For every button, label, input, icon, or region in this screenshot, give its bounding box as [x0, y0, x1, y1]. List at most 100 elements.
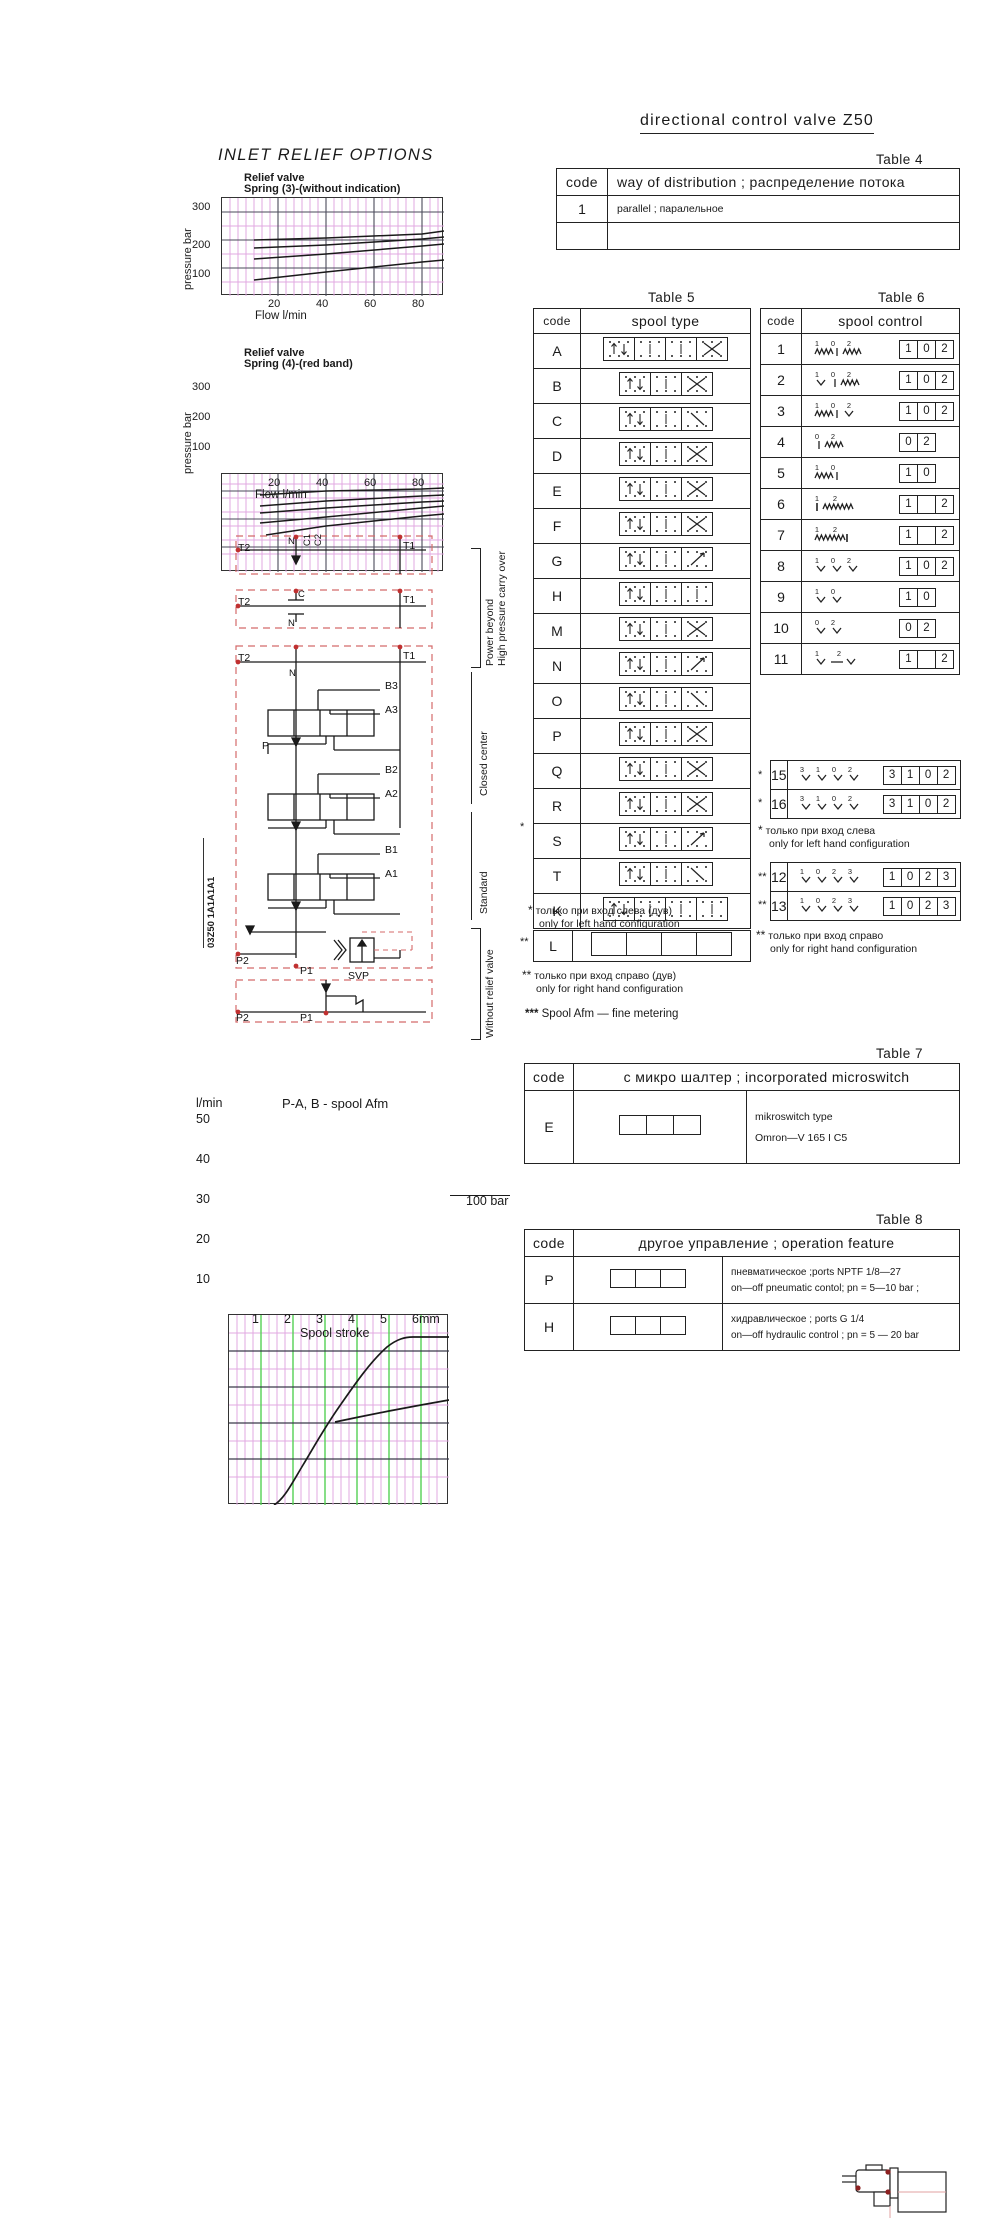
table5-note-l-line1: только при вход справо (дув)	[534, 970, 677, 982]
table5-row[interactable]: P	[533, 718, 751, 754]
spool-cell	[651, 723, 682, 745]
table5-row-code: A	[533, 333, 581, 369]
position-cell: 1	[884, 897, 902, 915]
table5-row[interactable]: T	[533, 858, 751, 894]
svg-text:3: 3	[847, 867, 851, 876]
table5-row[interactable]: G	[533, 543, 751, 579]
spool-cell	[651, 373, 682, 395]
table8-row-p-text: пневматическое ;ports NPTF 1/8—27 on—off…	[722, 1256, 960, 1304]
svg-text:2: 2	[847, 556, 851, 565]
spool-symbol-C	[618, 407, 713, 431]
table4-row[interactable]: 1 parallel ; паралельное	[556, 195, 960, 223]
table5-row-symbol	[580, 438, 751, 474]
port-label-c-b: C	[298, 589, 305, 600]
table6-note-left-line1: только при вход слева	[765, 825, 876, 837]
port-label-t2-b: T2	[238, 596, 251, 608]
table5-row-l[interactable]: L	[533, 930, 751, 962]
table6-group-row-mark: **	[758, 899, 767, 911]
table5-row[interactable]: A	[533, 333, 751, 369]
svg-text:1: 1	[815, 401, 819, 410]
chart2-x-axis-label: Flow l/min	[255, 489, 307, 501]
position-cell: 2	[920, 897, 938, 915]
bracket-without-relief	[471, 928, 481, 1040]
table5-row-code: T	[533, 858, 581, 894]
table6-header-row: code spool control	[760, 308, 960, 334]
table5-row[interactable]: N	[533, 648, 751, 684]
position-cell: 0	[920, 766, 938, 784]
table7-header-code: code	[524, 1063, 574, 1091]
table6-row-code: 11	[760, 643, 802, 675]
table5-row[interactable]: D	[533, 438, 751, 474]
position-cell: 2	[920, 868, 938, 886]
table6-group-row-code: 12	[770, 862, 788, 892]
position-cell: 3	[942, 899, 950, 912]
table5-row-code: D	[533, 438, 581, 474]
position-cell	[918, 650, 936, 668]
table8-header-row: code другое управление ; operation featu…	[524, 1229, 960, 1257]
table6-group-row[interactable]: 13 1 0 2 3 1 0 2 3	[770, 891, 961, 921]
chart2-caption-line1: Relief valve	[244, 347, 305, 359]
table5-note-k-line1: только при вход слева (дув)	[535, 905, 673, 917]
chart1-xtick-40: 40	[316, 298, 329, 310]
table6-group-row[interactable]: 12 1 0 2 3 1 0 2 3	[770, 862, 961, 892]
table7: code с микро шалтер ; incorporated micro…	[524, 1063, 960, 2218]
svg-text:2: 2	[831, 432, 835, 441]
microswitch-valve-symbol	[619, 1115, 701, 1135]
spool-cell	[682, 408, 712, 430]
spool-symbol-M	[618, 617, 713, 641]
table5-row[interactable]: M	[533, 613, 751, 649]
port-label-svp: SVP	[348, 970, 370, 982]
chart2-ytick-300: 300	[192, 381, 211, 393]
spool-chart-ytick-40: 40	[196, 1152, 210, 1166]
table6-row[interactable]: 11 1 2 1 2	[760, 643, 960, 675]
table7-row[interactable]: E mikroswitch type Omron—V 165 I C5	[524, 1090, 960, 2218]
port-label-t1-a: T1	[403, 540, 416, 552]
spool-cell	[682, 443, 712, 465]
table5-row-code: G	[533, 543, 581, 579]
table8: code другое управление ; operation featu…	[524, 1229, 960, 1351]
table4-row-desc-empty	[607, 222, 960, 250]
spool-cell	[682, 758, 712, 780]
table5-row[interactable]: O	[533, 683, 751, 719]
table5-row[interactable]: C	[533, 403, 751, 439]
position-cell: 2	[941, 404, 948, 417]
chart1-xtick-20: 20	[268, 298, 281, 310]
annotation-leader-line	[450, 1195, 510, 1197]
spool-stroke-chart	[228, 1314, 449, 1505]
table6-group-row[interactable]: 16 3 1 0 2 3 1 0 2	[770, 789, 961, 819]
table6-row-code: 3	[760, 395, 802, 427]
table8-row-h-text: хидравлическое ; ports G 1/4 on—off hydr…	[722, 1303, 960, 1351]
table5-row[interactable]: H	[533, 578, 751, 614]
position-cell: 1	[900, 371, 918, 389]
table6-row[interactable]: 10 0 2 0 2	[760, 612, 960, 644]
table5-row[interactable]: R	[533, 788, 751, 824]
table5-row[interactable]: E	[533, 473, 751, 509]
port-label-t2-c: T2	[238, 652, 251, 664]
table8-row-p[interactable]: P пневматическое ;ports NPTF 1/8—27 on—o…	[524, 1256, 960, 1304]
table5-row[interactable]: S	[533, 823, 751, 859]
position-cell: 0	[902, 897, 920, 915]
table6-group-row-mark: *	[758, 797, 763, 809]
table8-row-h[interactable]: H хидравлическое ; ports G 1/4 on—off hy…	[524, 1303, 960, 1351]
table6-group-row[interactable]: 15 3 1 0 2 3 1 0 2	[770, 760, 961, 790]
table4-row-empty[interactable]	[556, 222, 960, 250]
table5-row[interactable]: Q	[533, 753, 751, 789]
table5-row[interactable]: F	[533, 508, 751, 544]
table5-row[interactable]: B	[533, 368, 751, 404]
table5-row[interactable]: K	[533, 893, 751, 929]
spool-cell	[620, 1116, 647, 1134]
table6-row-code: 7	[760, 519, 802, 551]
